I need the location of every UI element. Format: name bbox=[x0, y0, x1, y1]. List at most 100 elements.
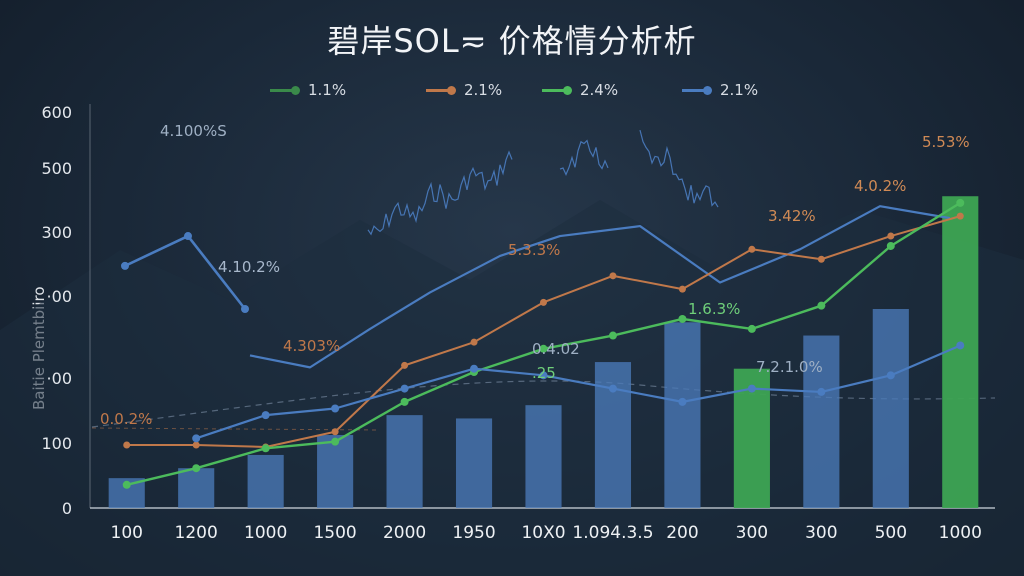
blue-low-line-point bbox=[678, 397, 687, 406]
annotation-label: 5.3.3% bbox=[508, 241, 560, 259]
x-tick-label: 300 bbox=[736, 523, 768, 543]
legend-label-1: 1.1% bbox=[308, 81, 347, 99]
y-tick-label: 600 bbox=[41, 103, 72, 122]
bar bbox=[386, 415, 423, 508]
bar bbox=[664, 322, 701, 508]
legend-swatch-4 bbox=[682, 85, 712, 95]
green-line-point bbox=[400, 397, 409, 406]
green-line-point bbox=[747, 324, 756, 333]
y-tick-label: ·00 bbox=[47, 369, 72, 388]
blue-upper-line bbox=[249, 205, 951, 369]
green-line-point bbox=[608, 331, 617, 340]
orange-line-point bbox=[956, 212, 964, 220]
bar bbox=[942, 196, 979, 508]
x-tick-label: 10X0 bbox=[521, 523, 565, 543]
price-squiggle bbox=[559, 139, 609, 176]
y-tick-label: 300 bbox=[41, 223, 72, 242]
legend: 1.1% 2.1% 2.4% 2.1% bbox=[270, 80, 790, 100]
blue-low-line-point bbox=[886, 371, 895, 380]
y-tick-label: ·00 bbox=[47, 287, 72, 306]
x-tick-label: 1500 bbox=[313, 523, 356, 543]
bar bbox=[594, 362, 632, 508]
legend-swatch-1 bbox=[270, 85, 300, 95]
y-tick-label: 100 bbox=[41, 434, 72, 453]
blue-low-line-point bbox=[400, 384, 409, 393]
x-tick-label: 2000 bbox=[383, 523, 426, 543]
blue-arrow-line-point bbox=[241, 305, 249, 313]
orange-line-point bbox=[887, 232, 895, 240]
orange-line-point bbox=[192, 441, 200, 449]
orange-line-point bbox=[817, 255, 825, 263]
bar bbox=[317, 435, 354, 508]
blue-low-line-point bbox=[747, 384, 756, 393]
blue-low-line-point bbox=[470, 364, 479, 373]
legend-item-1: 1.1% bbox=[270, 80, 346, 100]
annotation-label: .25 bbox=[532, 364, 556, 382]
y-tick-label: 0 bbox=[62, 499, 72, 518]
orange-line-point bbox=[540, 298, 547, 306]
x-tick-label: 1.094.3.5 bbox=[572, 523, 653, 543]
orange-line-point bbox=[470, 338, 478, 346]
blue-low-line-point bbox=[956, 341, 965, 350]
x-tick-label: 100 bbox=[111, 523, 143, 543]
chart-title: 碧岸SOL≂ 价格情分析析 bbox=[327, 22, 697, 60]
green-line-point bbox=[956, 198, 965, 207]
blue-low-line-point bbox=[331, 404, 340, 413]
orange-line-point bbox=[678, 285, 686, 293]
legend-swatch-2 bbox=[426, 85, 456, 95]
orange-line-point bbox=[331, 428, 339, 436]
green-line-point bbox=[122, 480, 131, 489]
bar bbox=[455, 418, 493, 508]
x-tick-label: 300 bbox=[805, 523, 837, 543]
x-tick-label: 1000 bbox=[939, 523, 982, 543]
orange-line-point bbox=[748, 245, 756, 253]
annotation-label: 0.4.02 bbox=[532, 340, 580, 358]
annotation-label: 4.0.2% bbox=[854, 177, 906, 195]
annotation-label: 1.6.3% bbox=[688, 300, 740, 318]
green-line-point bbox=[678, 314, 687, 323]
annotation-label: 3.42% bbox=[768, 207, 816, 225]
bar bbox=[247, 454, 284, 508]
bar bbox=[178, 468, 215, 508]
y-tick-label: 500 bbox=[41, 159, 72, 178]
green-line-point bbox=[261, 444, 270, 453]
annotation-label: 4.303% bbox=[283, 337, 340, 355]
legend-item-3: 2.4% bbox=[542, 80, 618, 100]
annotation-label: 0.0.2% bbox=[100, 410, 152, 428]
bar bbox=[525, 405, 562, 508]
annotation-label: 4.10.2% bbox=[218, 258, 280, 276]
legend-item-2: 2.1% bbox=[426, 80, 502, 100]
legend-label-3: 2.4% bbox=[580, 81, 619, 99]
blue-arrow-line-point bbox=[121, 261, 129, 270]
orange-line-point bbox=[609, 272, 617, 280]
blue-low-line-point bbox=[817, 387, 826, 396]
green-line-point bbox=[331, 437, 340, 446]
legend-label-2: 2.1% bbox=[464, 81, 503, 99]
green-line-point bbox=[886, 241, 895, 250]
blue-low-line-point bbox=[608, 384, 617, 393]
price-squiggle bbox=[639, 129, 719, 208]
x-tick-label: 200 bbox=[666, 523, 698, 543]
price-squiggle bbox=[367, 150, 513, 236]
orange-line-point bbox=[123, 441, 131, 449]
annotation-label: 7.2.1.0% bbox=[756, 358, 823, 376]
annotation-label: 4.100%S bbox=[160, 122, 227, 140]
legend-label-4: 2.1% bbox=[720, 81, 759, 99]
legend-item-4: 2.1% bbox=[682, 80, 758, 100]
green-line-point bbox=[192, 464, 201, 473]
x-tick-label: 500 bbox=[875, 523, 907, 543]
blue-low-line-point bbox=[539, 371, 548, 380]
x-tick-label: 1950 bbox=[452, 523, 495, 543]
green-line-point bbox=[817, 301, 826, 310]
annotation-label: 5.53% bbox=[922, 133, 970, 151]
orange-line-point bbox=[401, 361, 409, 369]
bar bbox=[872, 309, 909, 508]
legend-swatch-3 bbox=[542, 85, 572, 95]
blue-low-line bbox=[195, 344, 961, 440]
green-line-point bbox=[539, 344, 548, 353]
blue-arrow-line-point bbox=[184, 232, 192, 241]
x-tick-label: 1000 bbox=[244, 523, 287, 543]
x-tick-label: 1200 bbox=[175, 523, 218, 543]
blue-low-line-point bbox=[192, 434, 201, 443]
